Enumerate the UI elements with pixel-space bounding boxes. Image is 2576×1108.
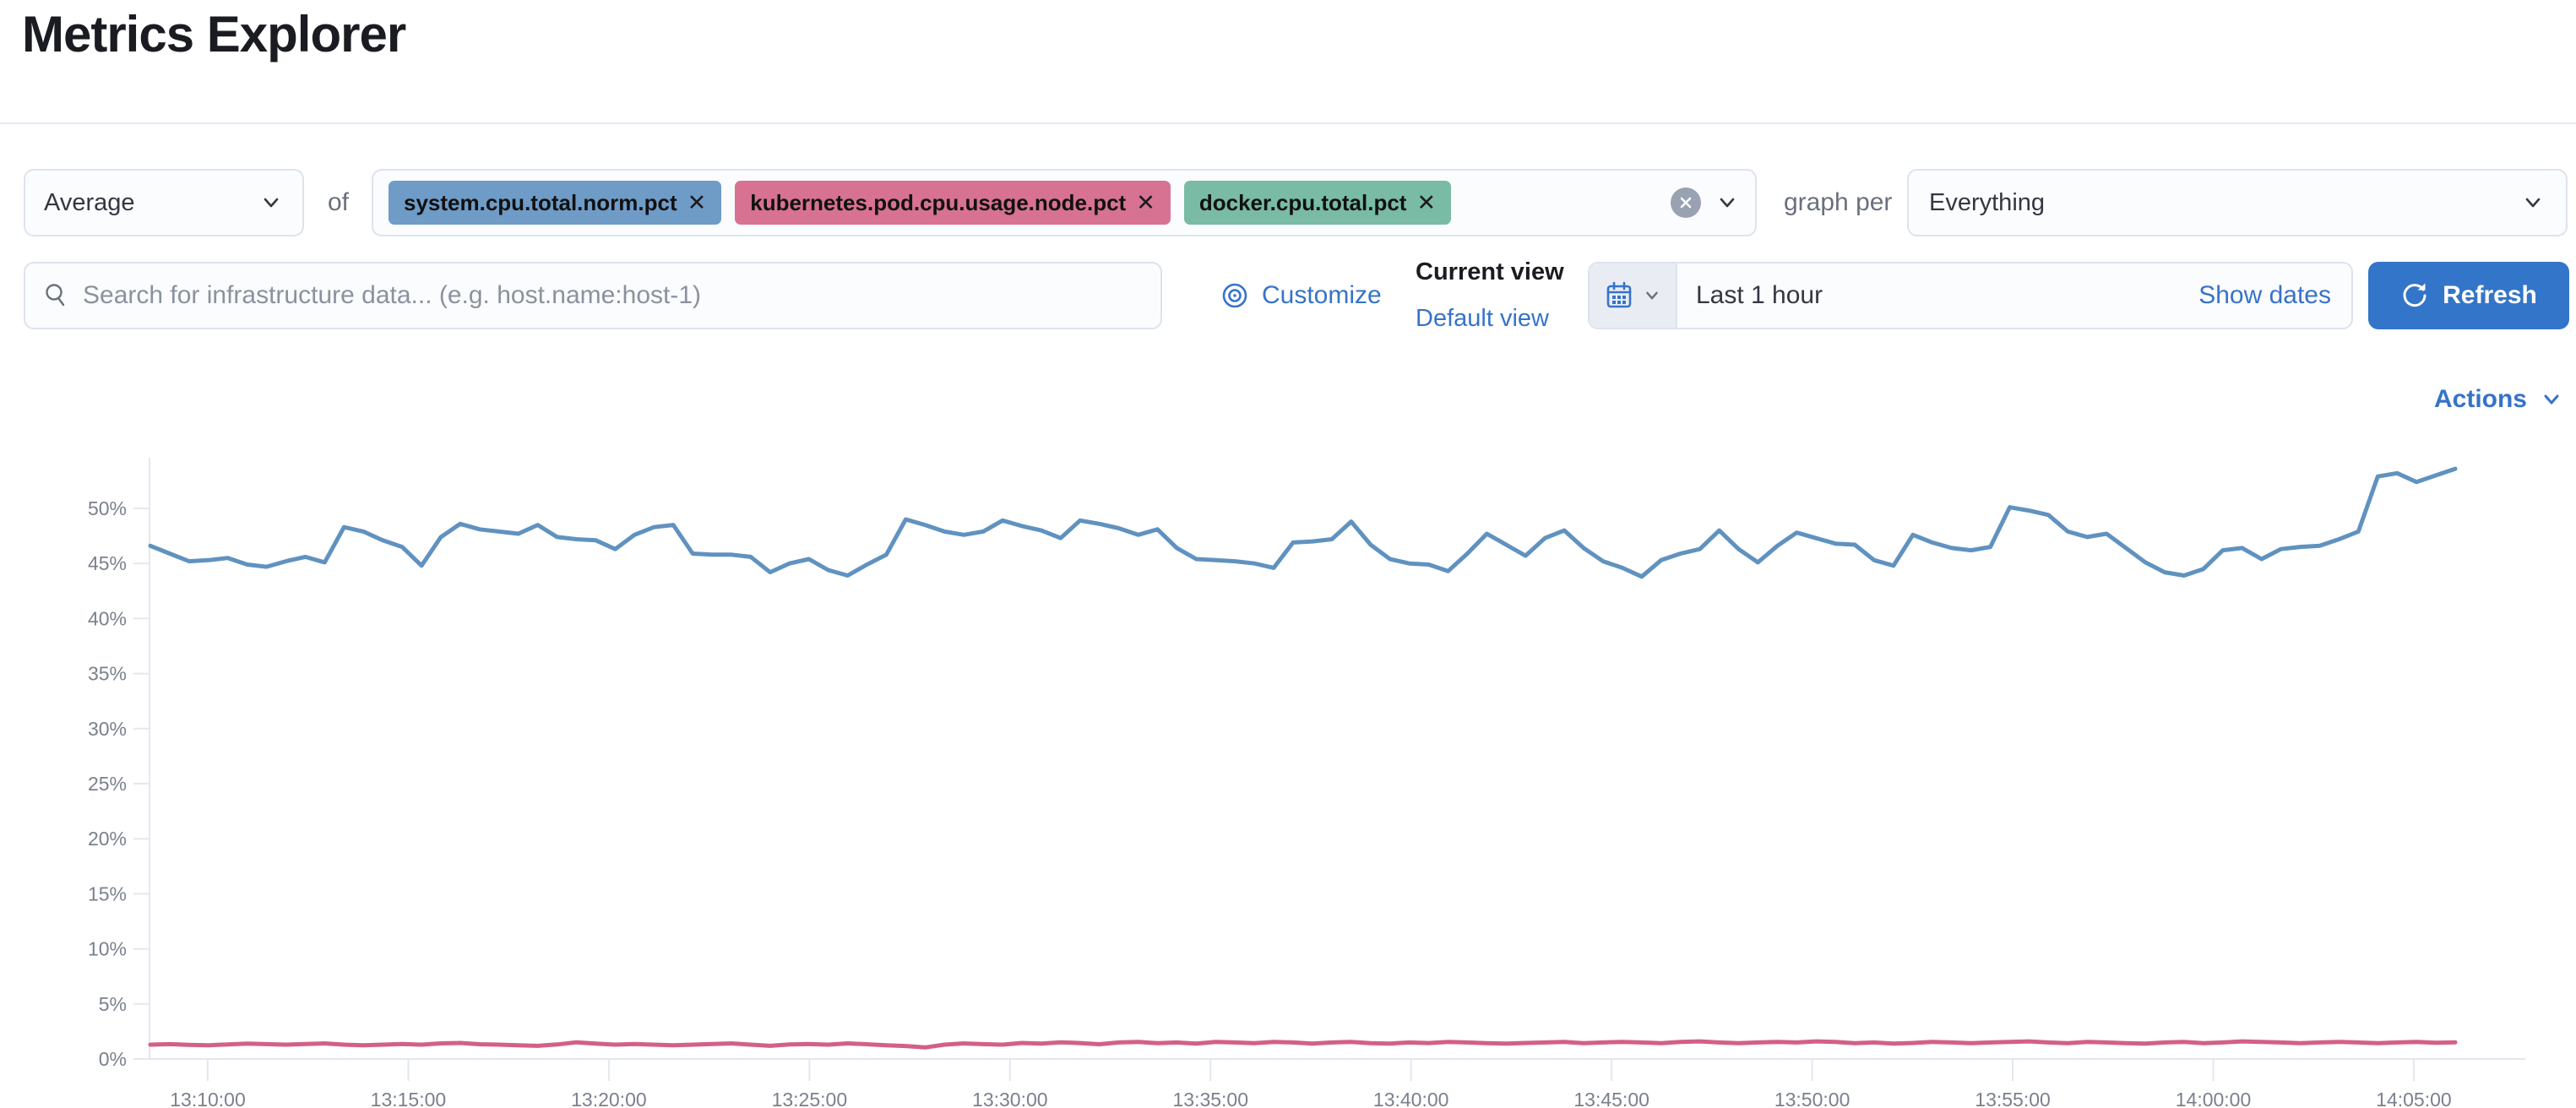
svg-text:5%: 5%: [99, 993, 127, 1015]
clear-all-metrics-button[interactable]: [1671, 187, 1701, 218]
chevron-down-icon: [264, 198, 279, 208]
time-range-value[interactable]: Last 1 hour: [1696, 281, 1823, 309]
actions-label: Actions: [2433, 385, 2527, 413]
header-divider: [0, 122, 2576, 124]
svg-text:25%: 25%: [88, 773, 127, 795]
metrics-combobox[interactable]: system.cpu.total.norm.pct ✕ kubernetes.p…: [372, 169, 1757, 236]
metric-pill[interactable]: kubernetes.pod.cpu.usage.node.pct ✕: [735, 181, 1171, 225]
of-label: of: [328, 188, 350, 216]
refresh-icon: [2403, 283, 2427, 307]
page-title: Metrics Explorer: [22, 6, 406, 62]
aggregation-value: Average: [44, 188, 135, 216]
svg-text:0%: 0%: [99, 1048, 127, 1070]
remove-metric-icon[interactable]: ✕: [687, 189, 707, 215]
svg-text:45%: 45%: [88, 552, 127, 574]
svg-text:15%: 15%: [88, 883, 127, 904]
metric-pill[interactable]: docker.cpu.total.pct ✕: [1183, 181, 1452, 225]
remove-metric-icon[interactable]: ✕: [1136, 189, 1155, 215]
svg-text:50%: 50%: [88, 497, 127, 519]
default-view-link[interactable]: Default view: [1416, 305, 1549, 332]
group-by-select[interactable]: Everything: [1907, 169, 2568, 236]
calendar-icon: [1606, 281, 1632, 308]
customize-label: Customize: [1262, 281, 1382, 309]
svg-text:30%: 30%: [88, 718, 127, 740]
svg-text:35%: 35%: [88, 663, 127, 685]
svg-text:13:15:00: 13:15:00: [371, 1089, 447, 1108]
svg-text:40%: 40%: [88, 607, 127, 629]
chevron-down-icon[interactable]: [1715, 190, 1740, 215]
refresh-button[interactable]: Refresh: [2368, 262, 2569, 329]
chevron-down-icon: [2525, 198, 2541, 208]
time-picker: Last 1 hour Show dates: [1588, 262, 2353, 329]
svg-text:13:45:00: 13:45:00: [1573, 1089, 1649, 1108]
aggregation-select[interactable]: Average: [24, 169, 304, 236]
view-picker: Current view Default view: [1416, 258, 1576, 333]
svg-text:14:05:00: 14:05:00: [2376, 1089, 2452, 1108]
metric-pill-label: kubernetes.pod.cpu.usage.node.pct: [750, 189, 1127, 215]
chevron-down-icon: [1646, 291, 1658, 300]
metric-pill[interactable]: system.cpu.total.norm.pct ✕: [389, 181, 722, 225]
svg-text:13:55:00: 13:55:00: [1975, 1089, 2051, 1108]
search-input[interactable]: Search for infrastructure data... (e.g. …: [24, 262, 1162, 329]
metric-pill-label: docker.cpu.total.pct: [1198, 189, 1407, 215]
close-icon: [1680, 197, 1692, 209]
metrics-chart-container: 0% 5% 10% 15% 20% 25% 30% 35% 40% 45% 50% 13:10:00 1…: [0, 422, 2576, 1108]
svg-text:13:40:00: 13:40:00: [1373, 1089, 1449, 1108]
graph-per-label: graph per: [1784, 188, 1893, 216]
eye-icon: [1222, 283, 1247, 308]
show-dates-button[interactable]: Show dates: [2198, 281, 2331, 309]
search-placeholder: Search for infrastructure data... (e.g. …: [83, 281, 702, 309]
metric-pill-label: system.cpu.total.norm.pct: [404, 189, 677, 215]
svg-text:13:10:00: 13:10:00: [170, 1089, 246, 1108]
svg-text:13:50:00: 13:50:00: [1774, 1089, 1850, 1108]
current-view-label: Current view: [1416, 258, 1564, 285]
actions-menu-button[interactable]: Actions: [2370, 378, 2564, 421]
customize-button[interactable]: Customize: [1220, 262, 1382, 329]
chevron-down-icon: [2544, 394, 2559, 405]
svg-text:10%: 10%: [88, 938, 127, 960]
svg-text:13:30:00: 13:30:00: [972, 1089, 1048, 1108]
search-icon: [46, 284, 65, 307]
svg-text:14:00:00: 14:00:00: [2176, 1089, 2252, 1108]
svg-text:13:20:00: 13:20:00: [571, 1089, 647, 1108]
svg-text:13:25:00: 13:25:00: [772, 1089, 848, 1108]
group-by-value: Everything: [1929, 188, 2046, 216]
quick-select-menu-button[interactable]: [1590, 263, 1677, 328]
remove-metric-icon[interactable]: ✕: [1416, 189, 1437, 215]
svg-text:13:35:00: 13:35:00: [1172, 1089, 1248, 1108]
svg-text:20%: 20%: [88, 828, 127, 850]
metrics-chart[interactable]: 0% 5% 10% 15% 20% 25% 30% 35% 40% 45% 50% 13:10:00 1…: [0, 422, 2576, 1108]
refresh-label: Refresh: [2443, 281, 2537, 309]
